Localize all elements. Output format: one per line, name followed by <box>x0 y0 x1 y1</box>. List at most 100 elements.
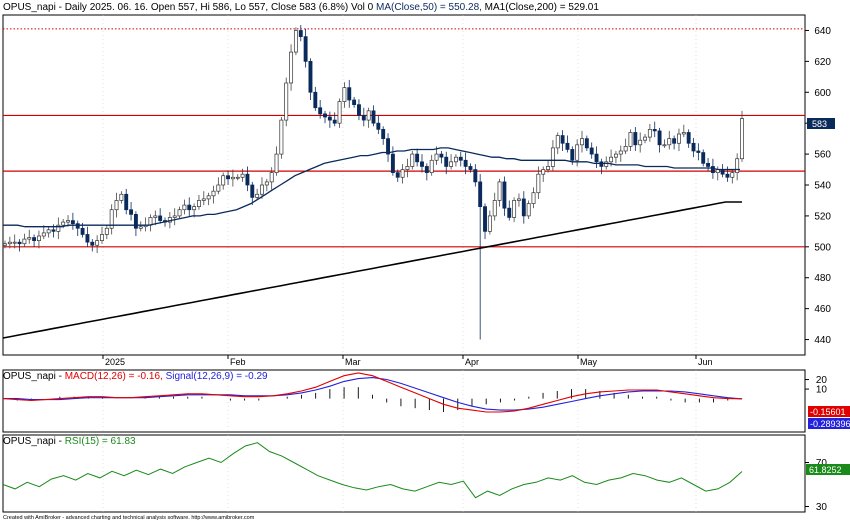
macd-title-signal: Signal(12,26,9) = -0.29 <box>163 371 268 382</box>
candle-body <box>555 135 560 149</box>
candle-body <box>652 129 657 132</box>
candle-body <box>686 132 691 144</box>
candle-body <box>100 234 104 241</box>
candle-body <box>56 224 61 232</box>
ma200-line <box>2 201 742 339</box>
price-panel-frame <box>2 14 806 356</box>
x-tick-label: 2025 <box>105 357 125 367</box>
candle-body <box>226 175 230 180</box>
candle-body <box>260 184 264 195</box>
candle-body <box>90 241 95 246</box>
candle-body <box>109 209 114 229</box>
macd-line <box>2 372 743 413</box>
macd-panel-frame <box>2 369 806 433</box>
candle-body <box>279 119 284 155</box>
candle-body <box>710 166 715 173</box>
candle-body <box>643 136 647 141</box>
candle-body <box>628 132 633 147</box>
candle-body <box>376 122 381 130</box>
price-y-tick-label: 520 <box>814 211 831 222</box>
candle-body <box>371 110 376 124</box>
candle-body <box>352 99 357 105</box>
candle-body <box>740 118 744 160</box>
candle-body <box>681 132 686 135</box>
candle-body <box>594 153 599 163</box>
candle-body <box>211 190 216 197</box>
candle-body <box>85 234 90 243</box>
candle-body <box>584 138 589 149</box>
candle-body <box>27 237 32 240</box>
candle-body <box>439 153 444 158</box>
candle-body <box>3 243 7 246</box>
footer-credit: Created with AmiBroker - advanced charti… <box>3 515 255 521</box>
candle-body <box>80 227 85 235</box>
candle-body <box>32 237 37 241</box>
candle-body <box>725 173 730 178</box>
x-tick-label: Apr <box>465 357 479 367</box>
candle-body <box>293 30 298 53</box>
candle-body <box>41 232 46 237</box>
candle-body <box>196 200 201 207</box>
candle-body <box>570 149 575 161</box>
signal-value-tag-text: -0.289396 <box>810 419 850 429</box>
candle-body <box>332 119 337 124</box>
price-y-tick-label: 600 <box>814 88 831 99</box>
candle-body <box>420 161 424 167</box>
candle-body <box>580 138 584 146</box>
candle-body <box>235 176 240 179</box>
candle-body <box>424 166 429 173</box>
candle-body <box>575 144 580 161</box>
candle-body <box>691 142 696 152</box>
candle-body <box>7 241 12 245</box>
candle-body <box>502 181 507 209</box>
candle-body <box>201 198 206 201</box>
rsi-panel-frame <box>2 434 806 513</box>
candle-body <box>536 173 541 194</box>
price-panel: 4404604805005205405605806006206402025Feb… <box>2 14 831 367</box>
rsi-y-tick-label: 70 <box>816 458 828 469</box>
candle-body <box>46 229 51 234</box>
candle-body <box>158 215 163 221</box>
candle-body <box>124 193 129 211</box>
rsi-title-value: RSI(15) = 61.83 <box>65 436 136 447</box>
candle-body <box>449 161 454 167</box>
price-y-tick-label: 440 <box>814 335 831 346</box>
price-title-prefix: OPUS_napi - Daily 2025. 06. 16. Open 557… <box>3 2 376 13</box>
macd-panel-title: OPUS_napi - MACD(12,26) = -0.16, Signal(… <box>3 371 268 382</box>
candle-body <box>182 204 187 211</box>
candle-body <box>434 153 439 161</box>
candle-body <box>269 172 274 183</box>
candle-body <box>347 87 352 101</box>
candle-body <box>177 209 182 217</box>
candle-body <box>289 51 294 84</box>
price-y-tick-label: 620 <box>814 57 831 68</box>
x-tick-label: May <box>580 357 598 367</box>
candle-body <box>104 227 109 235</box>
candle-body <box>609 156 614 163</box>
candle-body <box>613 153 618 158</box>
candle-body <box>633 132 638 146</box>
candle-body <box>599 161 604 167</box>
candle-body <box>521 198 526 217</box>
price-panel-title: OPUS_napi - Daily 2025. 06. 16. Open 557… <box>3 2 599 13</box>
candle-body <box>618 150 623 155</box>
candle-body <box>36 235 41 241</box>
candle-body <box>381 129 386 139</box>
price-y-tick-label: 480 <box>814 273 831 284</box>
candle-body <box>361 115 366 121</box>
candle-body <box>395 172 400 178</box>
candle-body <box>657 130 662 146</box>
price-y-tick-label: 460 <box>814 304 831 315</box>
macd-title-prefix: OPUS_napi - <box>3 371 65 382</box>
candle-body <box>284 82 289 121</box>
candle-body <box>192 206 197 211</box>
candle-body <box>453 156 458 163</box>
candle-body <box>70 220 75 224</box>
candle-body <box>410 153 415 167</box>
candle-body <box>478 181 483 207</box>
candle-body <box>187 204 192 211</box>
rsi-value-tag <box>806 464 850 475</box>
last-price-tag-text: 583 <box>812 119 827 129</box>
